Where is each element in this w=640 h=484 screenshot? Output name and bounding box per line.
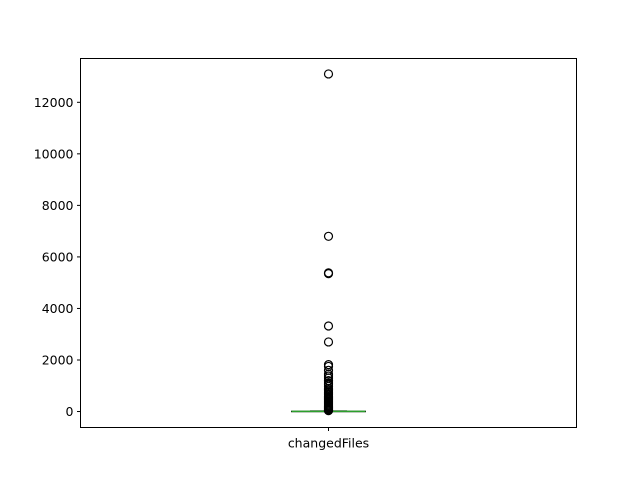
outlier-point	[323, 406, 334, 416]
outlier-point	[323, 321, 334, 331]
y-axis: 0 2000 4000 6000 8000 10000 12000	[34, 95, 81, 419]
outlier-point	[323, 231, 334, 241]
x-axis: changedFiles	[288, 427, 369, 451]
y-tick-label: 6000	[42, 249, 74, 264]
plot-marks	[291, 69, 366, 416]
y-tick-label: 4000	[42, 301, 74, 316]
y-tick-label: 8000	[42, 198, 74, 213]
outlier-point	[323, 337, 334, 347]
y-tick-label: 10000	[34, 146, 74, 161]
y-tick-label: 0	[66, 404, 74, 419]
x-tick-label: changedFiles	[288, 436, 369, 451]
outlier-point	[323, 69, 334, 79]
outlier-point	[323, 269, 334, 279]
y-tick-label: 2000	[42, 352, 74, 367]
y-tick-label: 12000	[34, 95, 74, 110]
